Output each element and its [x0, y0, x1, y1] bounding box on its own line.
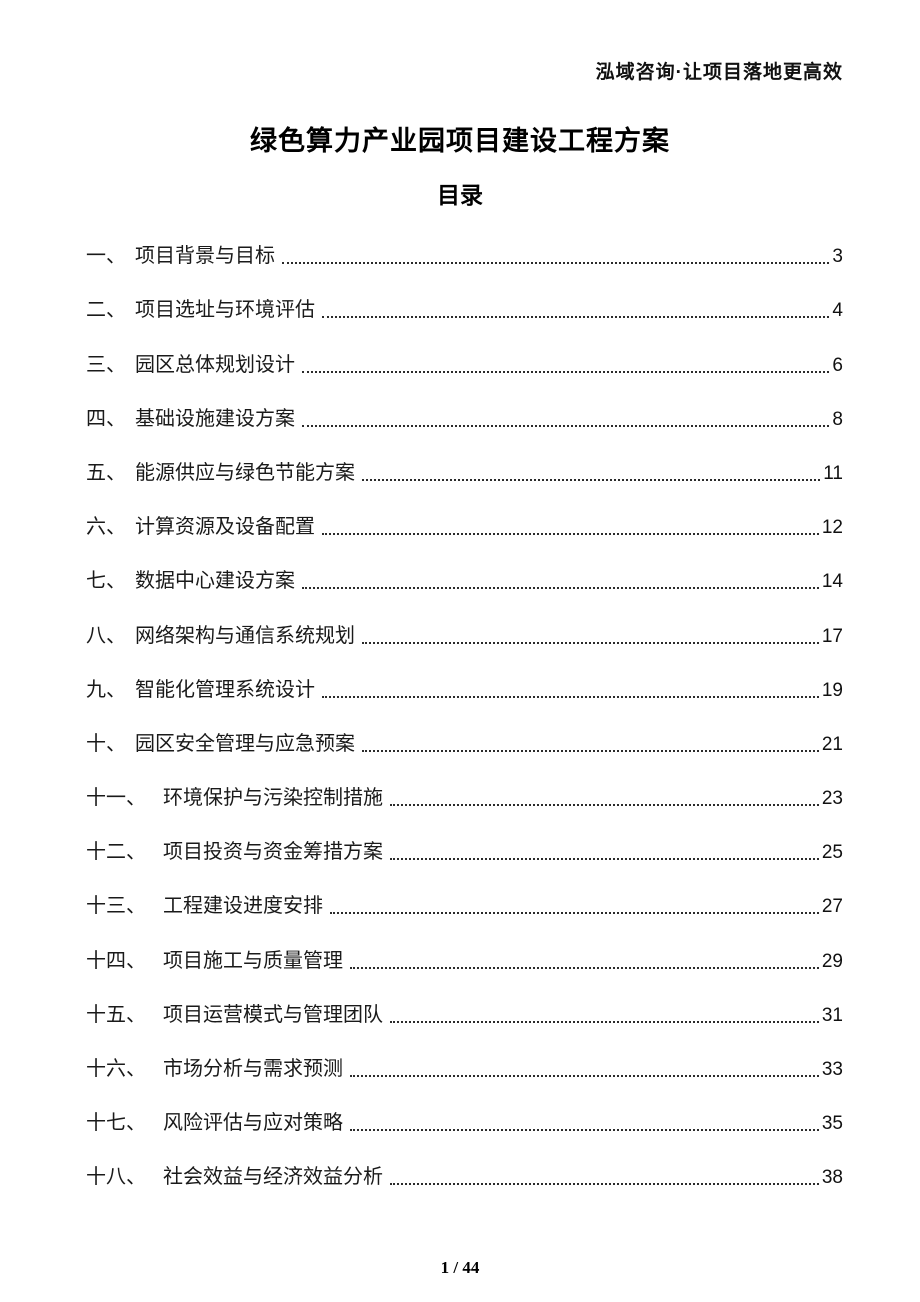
- page-number-indicator: 1 / 44: [440, 1258, 480, 1277]
- toc-entry-page: 25: [821, 842, 843, 864]
- toc-entry-label: 风险评估与应对策略: [163, 1112, 343, 1135]
- toc-entry-label: 项目投资与资金筹措方案: [163, 841, 383, 864]
- toc-entry-number: 十六、: [86, 1058, 146, 1080]
- toc-entry-number: 十七、: [86, 1112, 146, 1135]
- toc-entry-label: 项目运营模式与管理团队: [163, 1003, 383, 1026]
- toc-entry[interactable]: 十六、 市场分析与需求预测 33: [86, 1039, 843, 1093]
- toc-entry-number: 六、: [86, 516, 126, 539]
- toc-entry[interactable]: 十四、 项目施工与质量管理 29: [86, 930, 843, 984]
- toc-entry-page: 27: [821, 896, 843, 918]
- toc-entry-label: 工程建设进度安排: [163, 895, 323, 918]
- toc-entry-number: 十五、: [86, 1003, 146, 1026]
- toc-entry-label: 计算资源及设备配置: [135, 516, 315, 539]
- toc-entry-label: 项目选址与环境评估: [135, 299, 315, 322]
- toc-entry[interactable]: 十七、 风险评估与应对策略 35: [86, 1093, 843, 1147]
- toc-entry-number: 十八、: [86, 1166, 146, 1189]
- toc-entry-label: 环境保护与污染控制措施: [163, 787, 383, 810]
- dot-leader: [302, 370, 830, 373]
- toc-heading: 目录: [437, 182, 483, 208]
- toc-entry-page: 31: [821, 1004, 843, 1026]
- toc-entry-number: 一、: [86, 245, 126, 268]
- toc-entry-label: 能源供应与绿色节能方案: [135, 461, 355, 484]
- toc-entry[interactable]: 五、 能源供应与绿色节能方案 11: [86, 443, 843, 497]
- dot-leader: [302, 424, 830, 427]
- toc-entry[interactable]: 十三、 工程建设进度安排 27: [86, 876, 843, 930]
- toc-entry[interactable]: 六、 计算资源及设备配置 12: [86, 497, 843, 551]
- toc-entry-label: 市场分析与需求预测: [163, 1058, 343, 1080]
- toc-entry[interactable]: 四、 基础设施建设方案 8: [86, 389, 843, 443]
- toc-entry[interactable]: 十八、 社会效益与经济效益分析 38: [86, 1147, 843, 1201]
- toc-entry-page: 38: [821, 1167, 843, 1189]
- toc-entry-number: 十、: [86, 732, 126, 755]
- toc-entry-number: 十二、: [86, 841, 146, 864]
- toc-entry-page: 33: [821, 1059, 843, 1080]
- brand-header: 泓域咨询·让项目落地更高效: [595, 62, 843, 83]
- dot-leader: [362, 641, 819, 644]
- toc-list: 一、 项目背景与目标 3 二、 项目选址与环境评估 4 三、 园区总体规划设计 6 四、 基础设施建…: [86, 226, 843, 1201]
- dot-leader: [390, 858, 819, 861]
- toc-entry[interactable]: 十、 园区安全管理与应急预案 21: [86, 714, 843, 768]
- toc-entry[interactable]: 十一、 环境保护与污染控制措施 23: [86, 768, 843, 822]
- toc-entry-page: 11: [823, 462, 843, 484]
- toc-entry-label: 网络架构与通信系统规划: [135, 624, 355, 647]
- toc-entry-number: 四、: [86, 407, 126, 430]
- toc-entry-number: 五、: [86, 461, 126, 484]
- dot-leader: [302, 587, 819, 590]
- toc-entry[interactable]: 七、 数据中心建设方案 14: [86, 551, 843, 605]
- toc-entry[interactable]: 一、 项目背景与目标 3: [86, 226, 843, 280]
- dot-leader: [322, 695, 819, 698]
- dot-leader: [362, 749, 819, 752]
- toc-entry-label: 项目背景与目标: [135, 245, 275, 268]
- toc-entry-page: 12: [821, 517, 843, 539]
- dot-leader: [362, 478, 821, 481]
- toc-entry-label: 项目施工与质量管理: [163, 949, 343, 972]
- dot-leader: [390, 1020, 819, 1023]
- toc-entry-page: 35: [821, 1113, 843, 1135]
- dot-leader: [390, 1183, 819, 1186]
- toc-entry-page: 19: [821, 679, 843, 701]
- toc-entry-label: 智能化管理系统设计: [135, 678, 315, 701]
- toc-entry-page: 17: [821, 625, 843, 647]
- toc-entry-number: 三、: [86, 353, 126, 376]
- dot-leader: [322, 533, 819, 536]
- toc-entry-label: 基础设施建设方案: [135, 407, 295, 430]
- toc-entry[interactable]: 八、 网络架构与通信系统规划 17: [86, 605, 843, 659]
- dot-leader: [330, 912, 819, 915]
- toc-entry-page: 29: [821, 950, 843, 972]
- toc-entry-page: 21: [821, 733, 843, 755]
- toc-entry-page: 23: [821, 788, 843, 810]
- toc-entry[interactable]: 三、 园区总体规划设计 6: [86, 334, 843, 388]
- toc-entry-page: 3: [832, 246, 843, 268]
- dot-leader: [390, 804, 819, 807]
- dot-leader: [282, 262, 830, 265]
- toc-entry-number: 七、: [86, 570, 126, 593]
- toc-entry-page: 8: [832, 408, 843, 430]
- toc-entry-number: 十四、: [86, 949, 146, 972]
- dot-leader: [350, 966, 819, 969]
- toc-entry-page: 4: [832, 300, 843, 322]
- toc-entry-page: 14: [821, 571, 843, 593]
- toc-entry-number: 八、: [86, 624, 126, 647]
- toc-entry[interactable]: 十五、 项目运营模式与管理团队 31: [86, 985, 843, 1039]
- toc-entry-label: 社会效益与经济效益分析: [163, 1166, 383, 1189]
- toc-entry-number: 九、: [86, 678, 126, 701]
- toc-entry-label: 数据中心建设方案: [135, 570, 295, 593]
- toc-entry[interactable]: 二、 项目选址与环境评估 4: [86, 280, 843, 334]
- document-title: 绿色算力产业园项目建设工程方案: [250, 126, 670, 156]
- toc-entry-label: 园区总体规划设计: [135, 353, 295, 376]
- toc-entry-number: 十一、: [86, 787, 146, 810]
- toc-entry[interactable]: 十二、 项目投资与资金筹措方案 25: [86, 822, 843, 876]
- dot-leader: [322, 316, 830, 319]
- toc-entry-number: 十三、: [86, 895, 146, 918]
- toc-entry[interactable]: 九、 智能化管理系统设计 19: [86, 660, 843, 714]
- toc-entry-number: 二、: [86, 299, 126, 322]
- toc-entry-page: 6: [832, 354, 843, 376]
- dot-leader: [350, 1129, 819, 1132]
- dot-leader: [350, 1075, 819, 1077]
- toc-entry-label: 园区安全管理与应急预案: [135, 732, 355, 755]
